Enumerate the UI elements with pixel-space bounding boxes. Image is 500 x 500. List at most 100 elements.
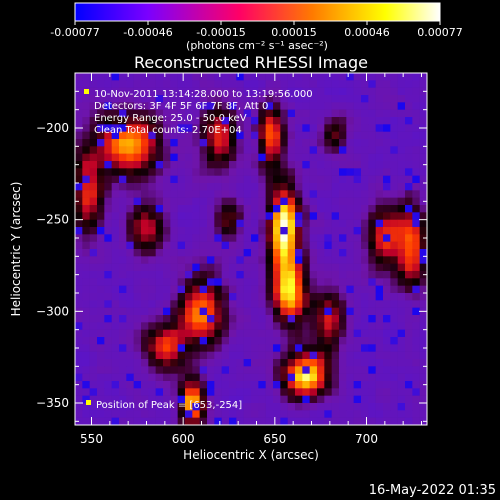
heatmap-cell (75, 190, 83, 198)
heatmap-cell (119, 359, 127, 367)
heatmap-cell (412, 234, 420, 242)
heatmap-cell (133, 344, 142, 352)
heatmap-cell (390, 256, 398, 264)
heatmap-cell (302, 73, 310, 81)
heatmap-cell (287, 205, 296, 213)
heatmap-cell (82, 117, 90, 125)
heatmap-cell (221, 403, 230, 411)
heatmap-cell (75, 329, 83, 338)
heatmap-cell (280, 131, 288, 140)
heatmap-cell (89, 403, 98, 411)
heatmap-cell (265, 190, 274, 198)
heatmap-cell (170, 278, 178, 286)
heatmap-cell (192, 256, 200, 264)
heatmap-cell (221, 241, 230, 250)
heatmap-cell (280, 124, 288, 132)
heatmap-cell (287, 315, 296, 323)
heatmap-cell (287, 263, 296, 272)
heatmap-cell (405, 183, 413, 191)
heatmap-cell (163, 205, 171, 213)
heatmap-cell (302, 139, 310, 147)
heatmap-cell (119, 146, 127, 154)
heatmap-cell (273, 183, 281, 191)
heatmap-cell (207, 307, 215, 316)
heatmap-cell (346, 197, 354, 206)
heatmap-cell (273, 403, 281, 411)
heatmap-cell (192, 146, 200, 154)
heatmap-cell (177, 278, 186, 286)
heatmap-cell (192, 293, 200, 301)
heatmap-cell (177, 241, 186, 250)
heatmap-cell (390, 131, 398, 140)
heatmap-cell (331, 80, 340, 88)
heatmap-cell (346, 293, 354, 301)
heatmap-cell (141, 197, 149, 206)
heatmap-cell (368, 168, 376, 176)
heatmap-cell (397, 315, 406, 323)
heatmap-cell (207, 278, 215, 286)
heatmap-cell (405, 337, 413, 345)
heatmap-cell (185, 227, 193, 235)
heatmap-cell (170, 153, 178, 162)
heatmap-cell (368, 403, 376, 411)
heatmap-cell (280, 73, 288, 81)
heatmap-cell (199, 87, 208, 96)
heatmap-cell (148, 256, 156, 264)
heatmap-cell (82, 285, 90, 294)
heatmap-cell (155, 271, 164, 279)
heatmap-cell (185, 183, 193, 191)
heatmap-cell (324, 205, 332, 213)
heatmap-cell (207, 241, 215, 250)
heatmap-cell (287, 271, 296, 279)
heatmap-cell (82, 337, 90, 345)
heatmap-cell (368, 212, 376, 220)
heatmap-cell (141, 73, 149, 81)
heatmap-cell (361, 417, 369, 425)
heatmap-cell (265, 87, 274, 96)
heatmap-cell (265, 227, 274, 235)
heatmap-cell (383, 395, 391, 404)
heatmap-cell (119, 285, 127, 294)
heatmap-cell (119, 227, 127, 235)
heatmap-cell (405, 161, 413, 169)
heatmap-cell (89, 388, 98, 396)
heatmap-cell (170, 197, 178, 206)
heatmap-cell (133, 307, 142, 316)
heatmap-cell (390, 315, 398, 323)
heatmap-cell (353, 329, 362, 338)
heatmap-cell (287, 256, 296, 264)
heatmap-cell (353, 285, 362, 294)
heatmap-cell (302, 395, 310, 404)
heatmap-cell (302, 307, 310, 316)
heatmap-cell (419, 95, 427, 103)
heatmap-cell (170, 307, 178, 316)
heatmap-cell (331, 168, 340, 176)
heatmap-cell (280, 381, 288, 389)
heatmap-cell (97, 168, 105, 176)
heatmap-cell (368, 102, 376, 110)
heatmap-cell (207, 403, 215, 411)
heatmap-cell (287, 322, 296, 330)
heatmap-cell (405, 102, 413, 110)
heatmap-cell (287, 87, 296, 96)
heatmap-cell (214, 256, 222, 264)
heatmap-cell (251, 256, 259, 264)
heatmap-cell (97, 197, 105, 206)
heatmap-cell (119, 373, 127, 382)
heatmap-cell (353, 183, 362, 191)
heatmap-cell (331, 366, 340, 374)
heatmap-cell (133, 322, 142, 330)
heatmap-cell (148, 366, 156, 374)
heatmap-cell (75, 168, 83, 176)
heatmap-cell (104, 190, 112, 198)
heatmap-cell (383, 315, 391, 323)
heatmap-cell (207, 417, 215, 425)
heatmap-cell (82, 381, 90, 389)
heatmap-cell (295, 80, 303, 88)
heatmap-cell (353, 80, 362, 88)
heatmap-cell (82, 241, 90, 250)
heatmap-cell (192, 109, 200, 118)
heatmap-cell (111, 307, 120, 316)
heatmap-cell (353, 190, 362, 198)
heatmap-cell (280, 373, 288, 382)
